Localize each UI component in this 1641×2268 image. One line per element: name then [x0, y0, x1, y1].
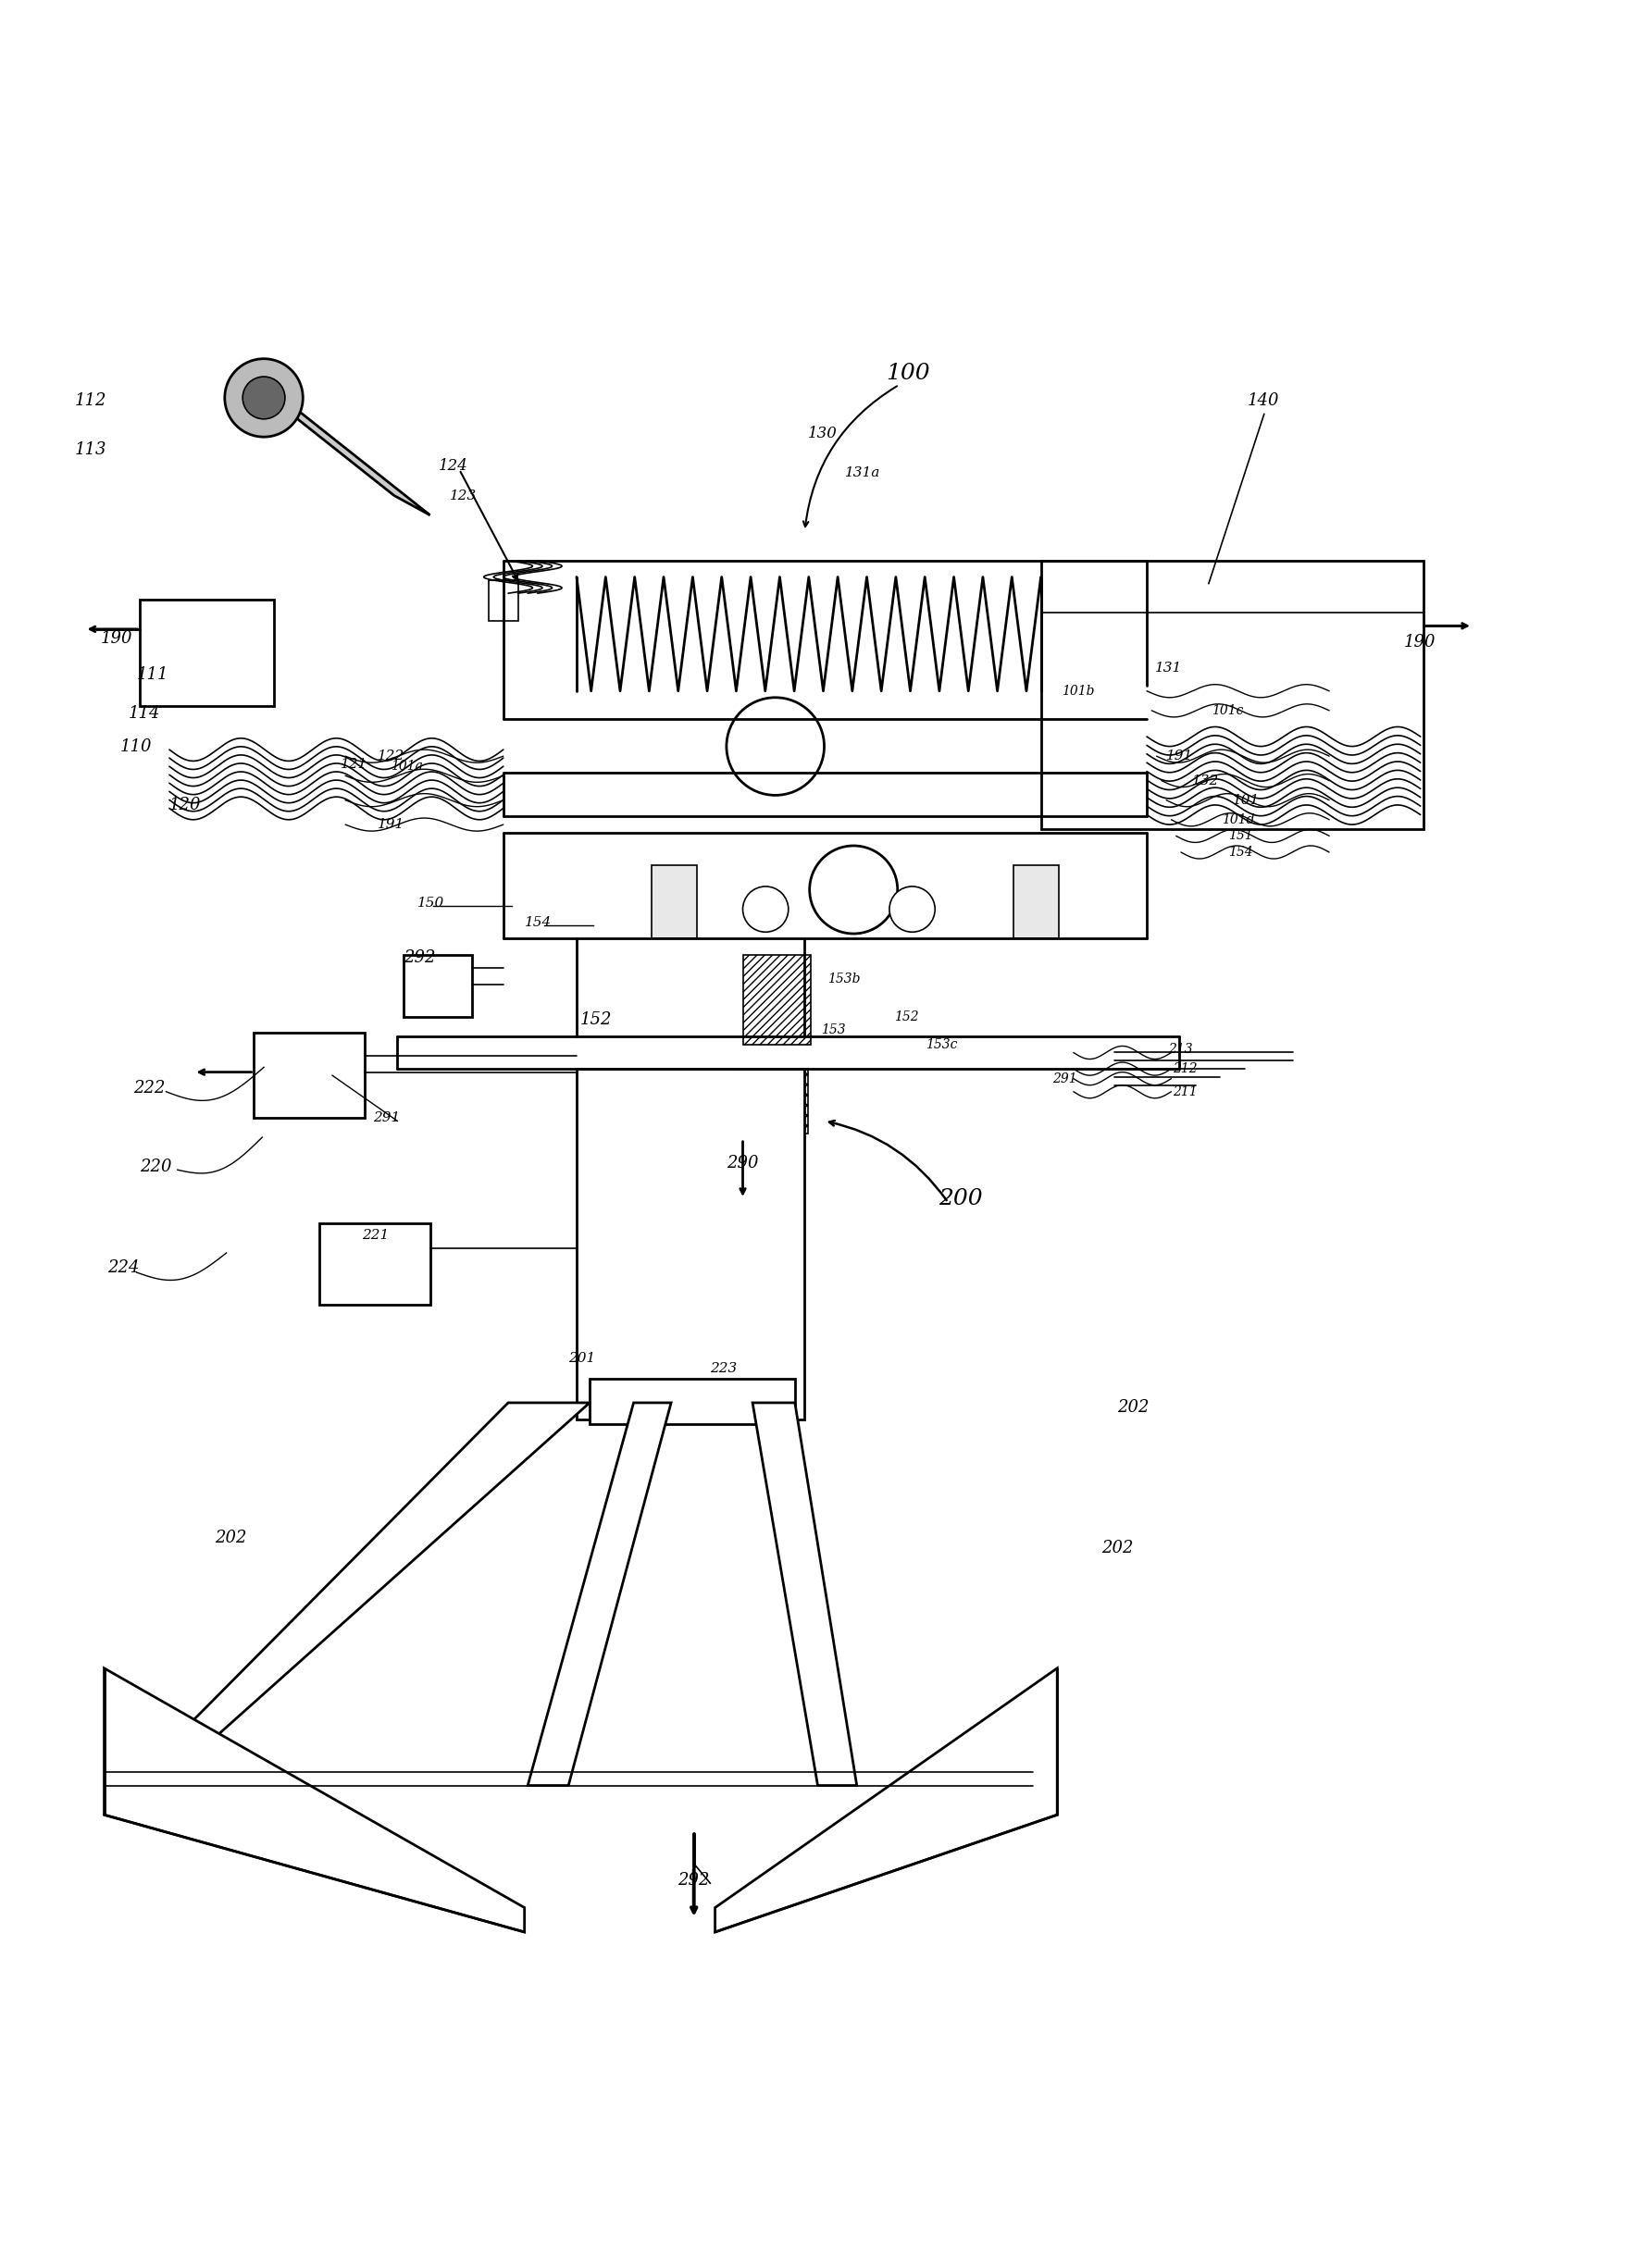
Text: 221: 221	[361, 1229, 389, 1241]
Bar	[735, 1068, 807, 1134]
Text: 101a: 101a	[391, 760, 423, 773]
Text: 124: 124	[438, 458, 468, 474]
Polygon shape	[752, 1402, 857, 1785]
Text: 152: 152	[579, 1012, 612, 1027]
Text: 150: 150	[417, 896, 443, 909]
Text: 200: 200	[937, 1188, 981, 1209]
Text: 292: 292	[678, 1871, 709, 1889]
Bar	[318, 1222, 430, 1304]
Text: 222: 222	[133, 1080, 166, 1098]
Text: 121: 121	[340, 758, 368, 771]
Text: 100: 100	[886, 363, 930, 383]
Bar	[742, 955, 811, 1046]
Text: 190: 190	[100, 631, 133, 646]
Text: 190: 190	[1403, 633, 1436, 651]
Text: 101b: 101b	[1062, 685, 1095, 699]
Bar	[589, 1379, 794, 1424]
Text: 191: 191	[1165, 751, 1193, 762]
Text: 101: 101	[1232, 794, 1260, 807]
Text: 292: 292	[404, 950, 435, 966]
Text: 114: 114	[128, 705, 161, 721]
Text: 151: 151	[1227, 830, 1252, 841]
Text: 202: 202	[1118, 1399, 1149, 1415]
Bar	[139, 599, 274, 705]
Polygon shape	[128, 1402, 589, 1785]
Text: 110: 110	[120, 737, 153, 755]
Text: 201: 201	[568, 1352, 596, 1365]
Text: 120: 120	[169, 796, 202, 814]
Text: 223: 223	[711, 1363, 737, 1374]
Circle shape	[243, 376, 286, 420]
Text: 291: 291	[1052, 1073, 1076, 1084]
Text: 153b: 153b	[827, 973, 860, 987]
Text: 130: 130	[807, 426, 837, 442]
Text: 291: 291	[373, 1111, 400, 1125]
Text: 202: 202	[1101, 1540, 1132, 1556]
Text: 154: 154	[523, 916, 551, 930]
Text: 224: 224	[107, 1259, 139, 1277]
Text: 131a: 131a	[845, 467, 881, 479]
Polygon shape	[715, 1669, 1057, 1932]
Bar	[1012, 866, 1058, 939]
Bar	[489, 581, 517, 621]
Text: 154: 154	[1227, 846, 1252, 860]
Bar	[1040, 560, 1423, 830]
Text: 153c: 153c	[924, 1039, 957, 1050]
Polygon shape	[527, 1402, 671, 1785]
Text: 113: 113	[75, 442, 107, 458]
Bar	[404, 955, 473, 1016]
Bar	[576, 1068, 804, 1420]
Text: 123: 123	[450, 490, 476, 501]
Text: 213: 213	[1167, 1043, 1191, 1057]
Text: 122: 122	[377, 751, 405, 762]
Text: 131: 131	[1154, 662, 1182, 674]
Circle shape	[725, 699, 824, 796]
Text: 111: 111	[136, 667, 169, 683]
Circle shape	[809, 846, 898, 934]
Circle shape	[225, 358, 302, 438]
Text: 211: 211	[1172, 1084, 1196, 1098]
Bar	[651, 866, 697, 939]
Circle shape	[889, 887, 934, 932]
Polygon shape	[103, 1669, 523, 1932]
Text: 140: 140	[1247, 392, 1278, 411]
Bar	[254, 1032, 364, 1118]
Text: 202: 202	[215, 1529, 246, 1547]
Text: 152: 152	[894, 1009, 919, 1023]
Text: 112: 112	[75, 392, 107, 411]
Polygon shape	[261, 390, 430, 515]
Text: 212: 212	[1172, 1061, 1196, 1075]
Text: 101c: 101c	[1211, 703, 1242, 717]
Text: 290: 290	[725, 1154, 758, 1173]
Text: 220: 220	[139, 1159, 172, 1175]
Text: 101d: 101d	[1221, 814, 1254, 826]
Text: 191: 191	[377, 819, 405, 830]
Text: 153: 153	[820, 1023, 845, 1036]
Circle shape	[742, 887, 788, 932]
Text: 132: 132	[1191, 773, 1219, 787]
